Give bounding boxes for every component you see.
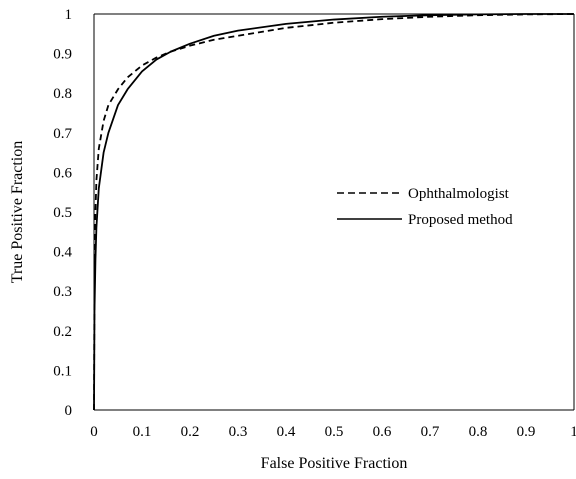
x-tick-label: 0 xyxy=(90,424,98,440)
series-lines xyxy=(93,13,575,411)
y-tick-labels: 0 0.1 0.2 0.3 0.4 0.5 0.6 0.7 0.8 0.9 1 xyxy=(53,7,72,419)
y-tick-label: 0.1 xyxy=(53,363,72,379)
y-tick-label: 0.8 xyxy=(53,86,72,102)
x-tick-label: 1 xyxy=(570,424,576,440)
y-tick-label: 0 xyxy=(65,403,73,419)
y-tick-label: 0.9 xyxy=(53,47,72,63)
y-tick-label: 0.4 xyxy=(53,245,72,261)
x-tick-label: 0.8 xyxy=(469,424,488,440)
x-axis-title: False Positive Fraction xyxy=(261,455,408,472)
x-tick-label: 0.1 xyxy=(133,424,152,440)
x-tick-label: 0.2 xyxy=(181,424,200,440)
y-tick-label: 1 xyxy=(65,7,73,23)
y-tick-label: 0.5 xyxy=(53,205,72,221)
legend-label-ophthalmologist: Ophthalmologist xyxy=(408,186,510,202)
y-tick-label: 0.7 xyxy=(53,126,72,142)
x-tick-label: 0.7 xyxy=(421,424,440,440)
y-axis-title: True Positive Fraction xyxy=(9,141,26,284)
x-tick-label: 0.4 xyxy=(277,424,296,440)
series-line-proposed-method xyxy=(93,13,574,411)
x-tick-labels: 0 0.1 0.2 0.3 0.4 0.5 0.6 0.7 0.8 0.9 1 xyxy=(90,424,576,440)
legend: Ophthalmologist Proposed method xyxy=(337,186,513,228)
y-tick-label: 0.3 xyxy=(53,284,72,300)
x-tick-label: 0.5 xyxy=(325,424,344,440)
y-tick-label: 0.6 xyxy=(53,165,72,181)
y-tick-label: 0.2 xyxy=(53,324,72,340)
legend-label-proposed-method: Proposed method xyxy=(408,212,513,228)
x-tick-label: 0.6 xyxy=(373,424,392,440)
x-tick-label: 0.9 xyxy=(517,424,536,440)
x-tick-label: 0.3 xyxy=(229,424,248,440)
